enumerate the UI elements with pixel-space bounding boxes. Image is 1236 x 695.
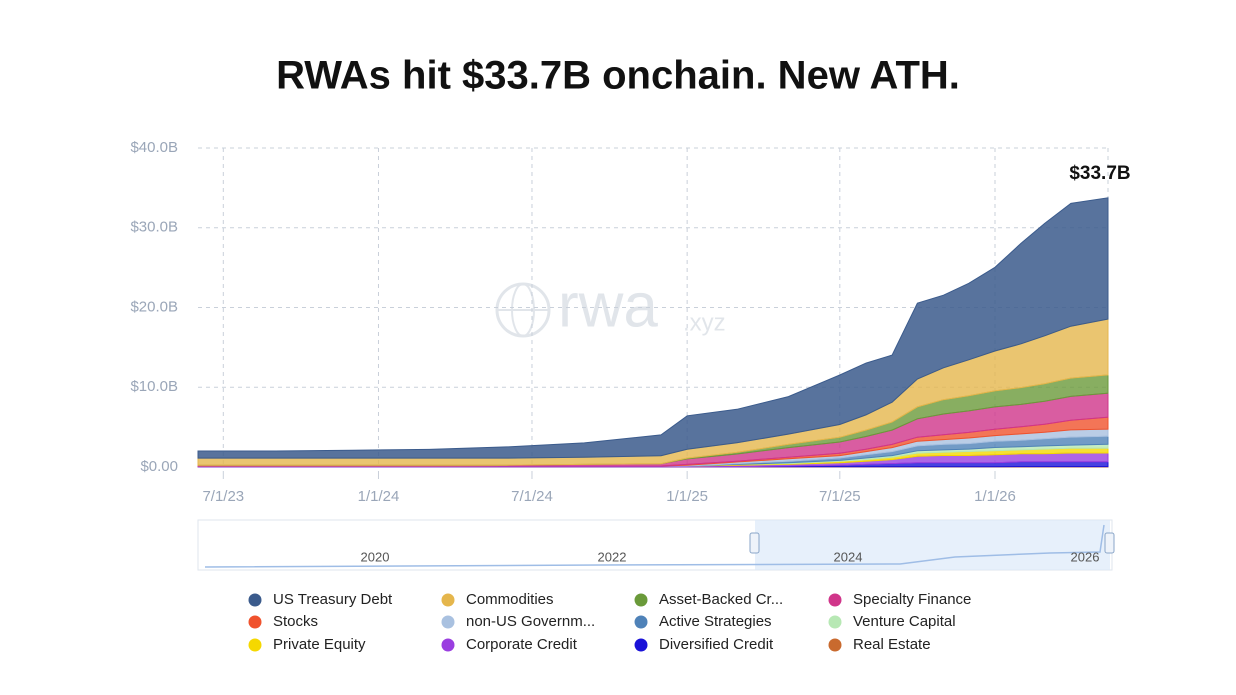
navigator-label: 2026	[1071, 549, 1100, 564]
navigator-label: 2020	[361, 549, 390, 564]
x-tick-label: 1/1/24	[358, 488, 400, 505]
areas	[197, 197, 1109, 468]
x-tick-label: 1/1/25	[666, 488, 708, 505]
area	[197, 197, 1109, 459]
legend-label: Private Equity	[273, 636, 366, 653]
navigator-label: 2022	[598, 549, 627, 564]
x-tick-label: 7/1/25	[819, 488, 861, 505]
legend-label: Commodities	[466, 591, 554, 608]
watermark-globe	[511, 283, 535, 337]
legend-item[interactable]: Private Equity	[248, 636, 367, 653]
annotation: $33.7B	[1069, 163, 1130, 184]
legend-label: US Treasury Debt	[273, 591, 393, 608]
y-tick-label: $30.0B	[130, 219, 178, 236]
navigator-label: 2024	[834, 549, 863, 564]
x-tick-label: 1/1/26	[974, 488, 1016, 505]
legend-item[interactable]: Asset-Backed Cr...	[634, 591, 784, 608]
y-tick-label: $40.0B	[130, 139, 178, 156]
legend-swatch	[248, 615, 262, 629]
legend-swatch	[441, 615, 455, 629]
legend-label: Active Strategies	[659, 613, 772, 630]
y-tick-label: $0.00	[140, 458, 178, 475]
legend-label: Asset-Backed Cr...	[659, 591, 783, 608]
legend-label: Corporate Credit	[466, 636, 578, 653]
navigator-handle[interactable]	[749, 532, 760, 554]
legend-swatch	[248, 638, 262, 652]
legend-swatch	[634, 638, 648, 652]
legend-item[interactable]: non-US Governm...	[441, 613, 596, 630]
legend-label: non-US Governm...	[466, 613, 595, 630]
legend-swatch	[634, 593, 648, 607]
legend-item[interactable]: Diversified Credit	[634, 636, 775, 653]
chart-title: RWAs hit $33.7B onchain. New ATH.	[276, 54, 960, 98]
legend-item[interactable]: Stocks	[248, 613, 319, 630]
x-tick-label: 7/1/23	[202, 488, 244, 505]
legend-label: Specialty Finance	[853, 591, 971, 608]
legend-item[interactable]: Real Estate	[828, 636, 931, 653]
navigator	[197, 519, 1115, 571]
legend-swatch	[441, 638, 455, 652]
legend-item[interactable]: Corporate Credit	[441, 636, 578, 653]
legend-swatch	[828, 615, 842, 629]
legend-label: Real Estate	[853, 636, 931, 653]
y-tick-label: $20.0B	[130, 298, 178, 315]
legend-label: Stocks	[273, 613, 318, 630]
navigator-line	[204, 524, 1105, 568]
x-tick-label: 7/1/24	[511, 488, 553, 505]
legend-swatch	[828, 638, 842, 652]
watermark-logo: rwa .xyz	[495, 271, 726, 340]
watermark-globe	[495, 282, 551, 338]
legend-swatch	[248, 593, 262, 607]
legend-swatch	[828, 593, 842, 607]
y-tick-label: $10.0B	[130, 378, 178, 395]
legend-item[interactable]: Venture Capital	[828, 613, 956, 630]
watermark-suffix: .xyz	[683, 309, 726, 336]
legend-label: Diversified Credit	[659, 636, 774, 653]
legend-item[interactable]: US Treasury Debt	[248, 591, 394, 608]
watermark-text: rwa	[558, 271, 658, 340]
legend-label: Venture Capital	[853, 613, 956, 630]
legend-item[interactable]: Commodities	[441, 591, 554, 608]
legend-item[interactable]: Specialty Finance	[828, 591, 972, 608]
navigator-handle[interactable]	[1104, 532, 1115, 554]
legend-swatch	[634, 615, 648, 629]
navigator-selection[interactable]	[755, 520, 1110, 570]
legend-item[interactable]: Active Strategies	[634, 613, 772, 630]
legend-swatch	[441, 593, 455, 607]
